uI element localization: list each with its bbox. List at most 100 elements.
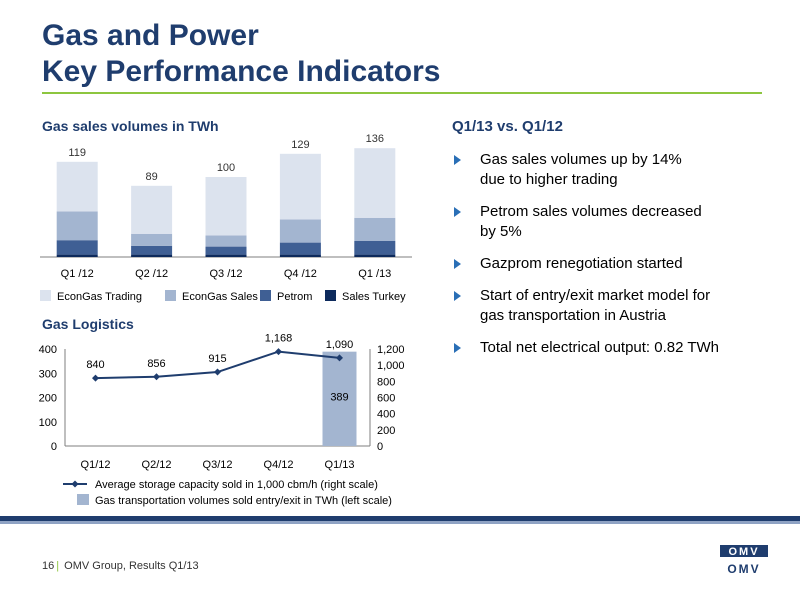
right-axis-tick-label: 1,000 [377,360,405,372]
sales-bar-segment [354,254,396,257]
sales-category-label: Q1 /13 [358,268,391,280]
sales-bar-segment [354,217,396,241]
sales-bar-segment [131,185,173,234]
sales-bar-segment [354,148,396,218]
bullet-item: Gazprom renegotiation started [452,254,772,274]
footer-band-light [0,521,800,524]
bullet-text: Gazprom renegotiation started [480,255,683,272]
sales-bar-segment [56,211,98,241]
bullet-text-cont: by 5% [480,223,522,240]
sales-bar-segment [354,241,396,255]
left-axis-tick-label: 300 [39,368,57,380]
arrow-bullet-icon [454,343,461,353]
footer-separator: | [56,560,60,572]
sales-legend-label: EconGas Trading [57,291,142,303]
sales-bar-segment [131,254,173,257]
left-axis-tick-label: 200 [39,393,57,405]
storage-capacity-label: 840 [86,359,104,371]
storage-capacity-label: 856 [147,358,165,370]
logistics-category-label: Q4/12 [264,459,294,471]
title-line-2: Key Performance Indicators [42,55,441,88]
arrow-bullet-icon [454,259,461,269]
logistics-category-label: Q3/12 [203,459,233,471]
sales-total-label: 119 [68,147,86,159]
page-number: 16 [42,560,55,572]
sales-bar-segment [131,245,173,255]
storage-capacity-label: 1,090 [326,339,354,351]
bar-legend-label: Gas transportation volumes sold entry/ex… [95,495,392,507]
svg-text:OMV: OMV [728,546,759,558]
sales-legend-label: Sales Turkey [342,291,406,303]
arrow-bullet-icon [454,291,461,301]
storage-capacity-point [336,354,343,362]
bullet-text: Start of entry/exit market model for [480,287,711,304]
sales-total-label: 136 [366,133,384,145]
transport-volume-label: 389 [330,392,348,404]
logistics-category-label: Q1/13 [325,459,355,471]
sales-legend-swatch [40,290,51,301]
footer-band [0,516,800,521]
sales-bar-segment [131,233,173,246]
storage-capacity-point [153,373,160,381]
storage-capacity-point [275,348,282,356]
logistics-category-label: Q2/12 [142,459,172,471]
sales-bar-segment [56,240,98,255]
sales-total-label: 89 [145,171,157,183]
right-axis-tick-label: 400 [377,409,395,421]
title-line-1: Gas and Power [42,19,259,52]
arrow-bullet-icon [454,207,461,217]
sales-category-label: Q4 /12 [284,268,317,280]
bullet-item: Start of entry/exit market model for gas … [452,286,772,326]
sales-bar-segment [205,177,247,236]
sales-bar-segment [205,235,247,247]
sales-category-label: Q1 /12 [61,268,94,280]
footer: 16 | OMV Group, Results Q1/13 [42,560,199,572]
sales-bar-segment [205,246,247,255]
sales-bar-segment [56,161,98,212]
right-axis-tick-label: 600 [377,393,395,405]
left-axis-tick-label: 400 [39,344,57,356]
footer-text: OMV Group, Results Q1/13 [64,560,199,572]
comparison-heading: Q1/13 vs. Q1/12 [452,118,563,135]
storage-capacity-point [92,374,99,382]
storage-capacity-label: 915 [208,353,226,365]
right-axis-tick-label: 1,200 [377,344,405,356]
sales-heading: Gas sales volumes in TWh [42,118,219,134]
bullet-text: Total net electrical output: 0.82 TWh [480,339,720,356]
kpi-bullet-list: Gas sales volumes up by 14% due to higher… [452,150,772,370]
sales-bar-segment [279,242,321,255]
bullet-text-cont: due to higher trading [480,171,618,188]
line-legend-label: Average storage capacity sold in 1,000 c… [95,479,378,491]
storage-capacity-point [214,368,221,376]
sales-total-label: 129 [291,139,309,151]
sales-legend-swatch [325,290,336,301]
bullet-text-cont: gas transportation in Austria [480,307,666,324]
right-axis-tick-label: 0 [377,441,383,453]
left-axis-tick-label: 0 [51,441,57,453]
sales-category-label: Q3 /12 [209,268,242,280]
sales-bar-segment [279,219,321,243]
sales-legend-swatch [165,290,176,301]
bullet-text: Petrom sales volumes decreased [480,203,702,220]
bar-legend-swatch [77,494,89,505]
left-axis-tick-label: 100 [39,417,57,429]
sales-bar-segment [56,254,98,257]
storage-capacity-label: 1,168 [265,333,293,345]
bullet-item: Total net electrical output: 0.82 TWh [452,338,772,358]
logo-text: OMV [727,562,760,576]
bullet-text: Gas sales volumes up by 14% [480,151,682,168]
title-underline [42,92,762,94]
sales-legend-label: EconGas Sales [182,291,258,303]
sales-bar-segment [279,153,321,220]
sales-legend-label: Petrom [277,291,312,303]
bullet-item: Gas sales volumes up by 14% due to higher… [452,150,772,190]
line-legend-marker [71,480,79,488]
sales-bar-segment [205,254,247,257]
page-title: Gas and Power Key Performance Indicators [42,18,440,90]
sales-legend-swatch [260,290,271,301]
right-axis-tick-label: 200 [377,425,395,437]
right-axis-tick-label: 800 [377,376,395,388]
logistics-category-label: Q1/12 [81,459,111,471]
logistics-heading: Gas Logistics [42,316,134,332]
